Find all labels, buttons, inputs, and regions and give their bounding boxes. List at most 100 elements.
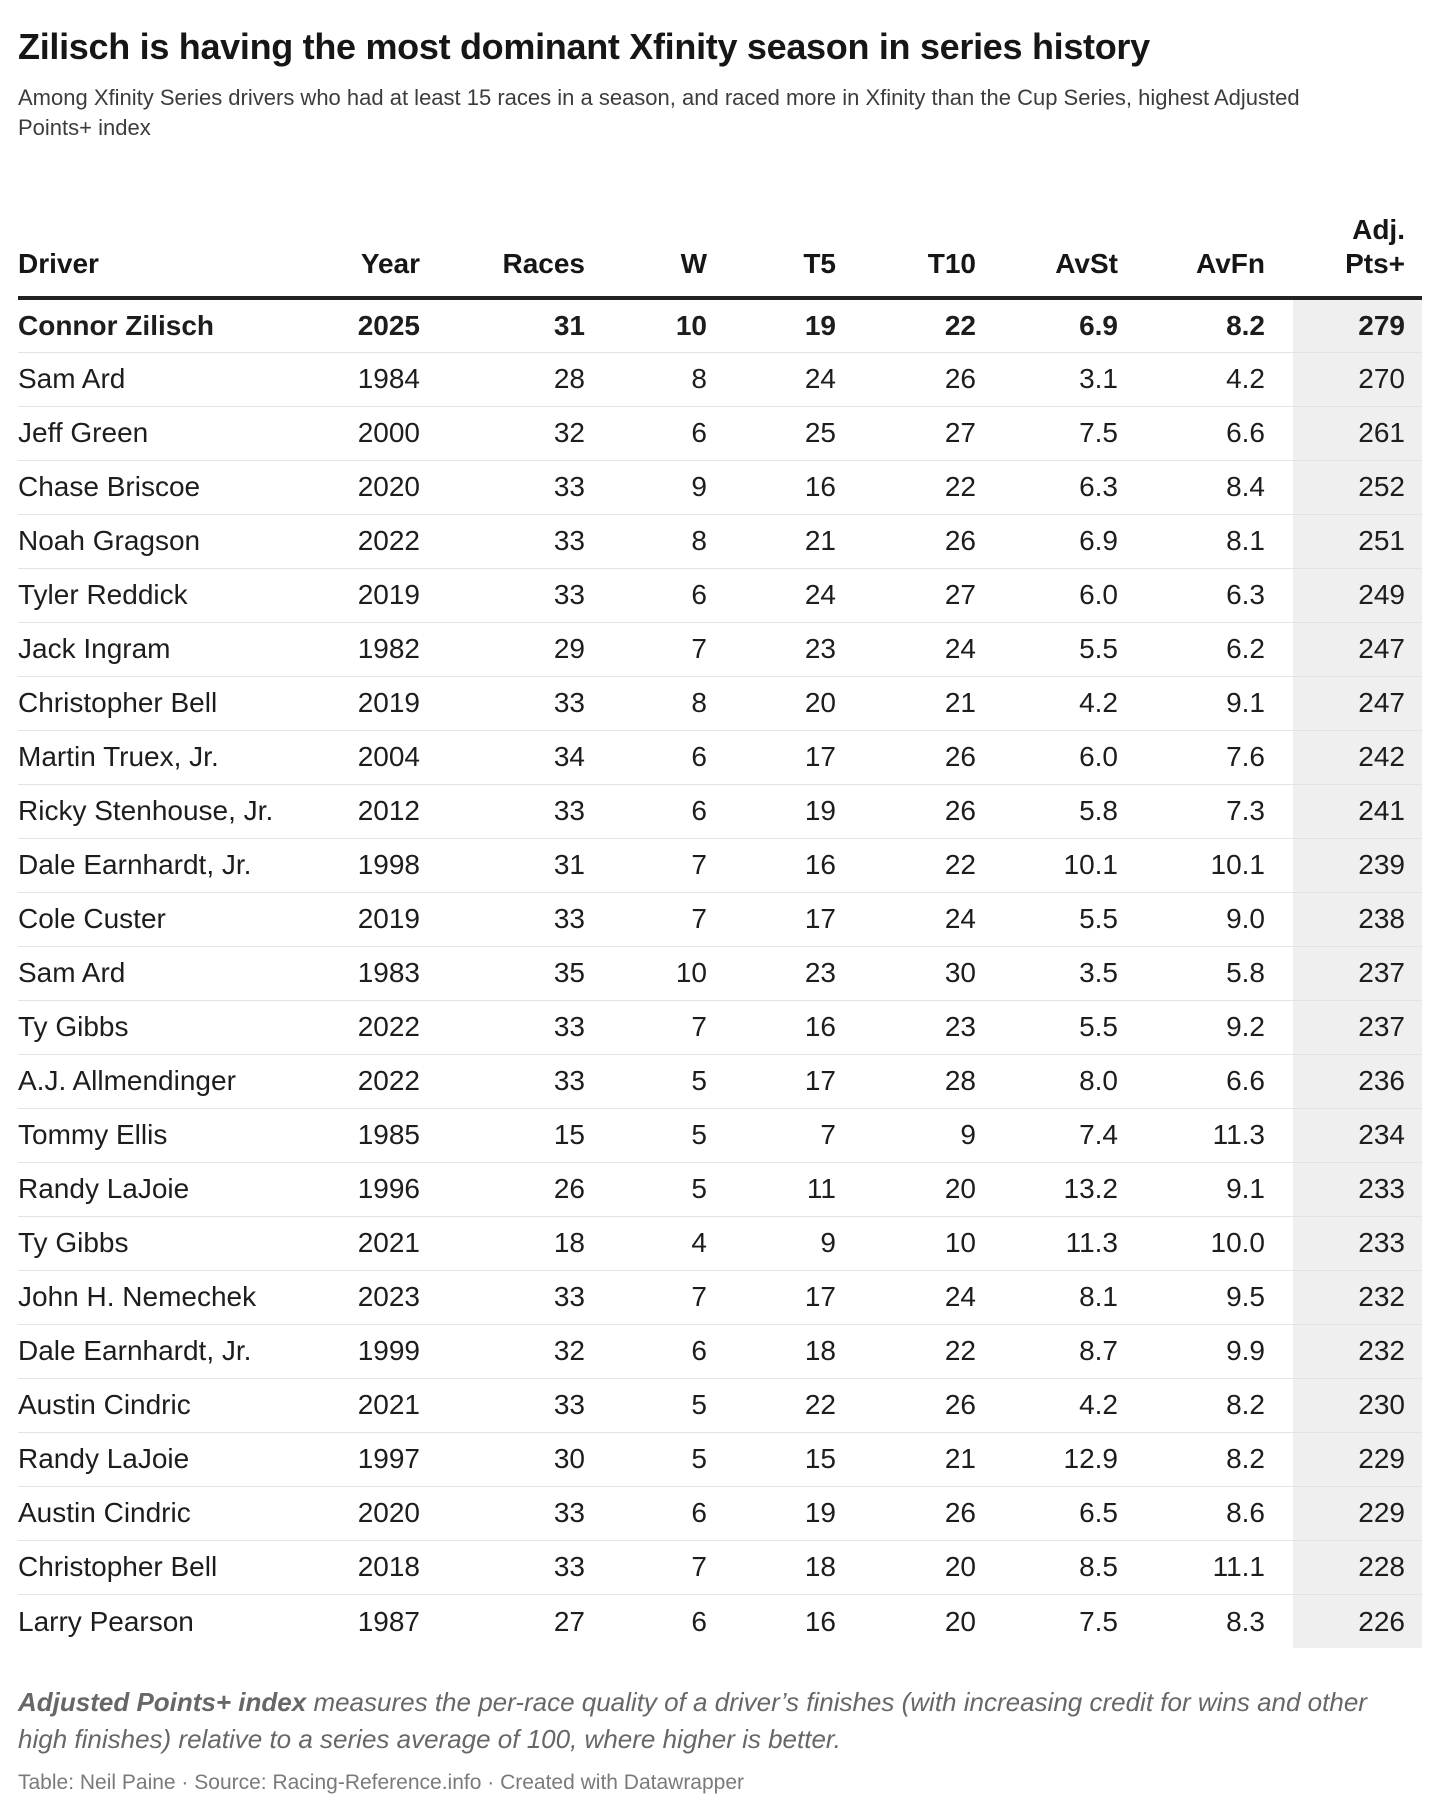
cell-avst: 6.3: [976, 459, 1118, 515]
cell-wins: 7: [585, 999, 707, 1055]
column-header-adj-line1: Adj.: [1352, 214, 1405, 246]
cell-races: 18: [420, 1215, 585, 1271]
table-row: Ty Gibbs 2021 18 4 9 10 11.3 10.0 233: [18, 1215, 1422, 1271]
cell-races: 31: [553, 310, 585, 342]
cell-top10: 22: [836, 459, 976, 515]
cell-top5: 20: [707, 675, 836, 731]
cell-wins: 5: [585, 1377, 707, 1433]
cell-wins: 6: [585, 567, 707, 623]
cell-driver: Jack Ingram: [18, 621, 298, 677]
cell-top5: 23: [707, 945, 836, 1001]
cell-races: 35: [420, 945, 585, 1001]
cell-driver: Randy LaJoie: [18, 1161, 298, 1217]
cell-races: 33: [420, 999, 585, 1055]
cell-year: 1983: [298, 945, 420, 1001]
cell-year: 2012: [298, 783, 420, 839]
cell-driver: Christopher Bell: [18, 675, 298, 731]
cell-avfn: 9.1: [1118, 1161, 1293, 1217]
cell-wins: 7: [585, 1269, 707, 1325]
cell-top10: 26: [836, 729, 976, 785]
cell-year: 2022: [298, 999, 420, 1055]
cell-adj-pts: 249: [1293, 567, 1422, 623]
column-header-top5: T5: [707, 213, 836, 301]
cell-wins: 8: [585, 513, 707, 569]
cell-wins: 7: [585, 837, 707, 893]
cell-races: 32: [420, 405, 585, 461]
cell-year: 2021: [298, 1215, 420, 1271]
cell-races: 33: [420, 459, 585, 515]
cell-top10: 10: [836, 1215, 976, 1271]
cell-year: 1997: [298, 1431, 420, 1487]
cell-avfn: 8.2: [1118, 1377, 1293, 1433]
cell-adj-pts: 251: [1293, 513, 1422, 569]
table-row: Austin Cindric 2020 33 6 19 26 6.5 8.6 229: [18, 1485, 1422, 1541]
table-row: Christopher Bell 2018 33 7 18 20 8.5 11.1 228: [18, 1539, 1422, 1595]
cell-avst: 5.5: [976, 621, 1118, 677]
cell-adj-pts: 233: [1293, 1161, 1422, 1217]
cell-top10: 30: [836, 945, 976, 1001]
footnote-text: measures the per-race quality of a drive…: [18, 1687, 1367, 1754]
table-row: Chase Briscoe 2020 33 9 16 22 6.3 8.4 252: [18, 459, 1422, 515]
cell-top5: 19: [804, 310, 836, 342]
table-row: A.J. Allmendinger 2022 33 5 17 28 8.0 6.6 236: [18, 1053, 1422, 1109]
cell-top10: 26: [836, 1377, 976, 1433]
cell-avfn: 11.1: [1118, 1539, 1293, 1595]
table-row: Ty Gibbs 2022 33 7 16 23 5.5 9.2 237: [18, 999, 1422, 1055]
stats-table: Driver Year Races W T5 T10 AvSt AvFn Adj…: [18, 213, 1422, 1649]
cell-driver: Jeff Green: [18, 405, 298, 461]
cell-year: 2020: [298, 459, 420, 515]
cell-top10: 20: [836, 1593, 976, 1649]
cell-avst: 8.7: [976, 1323, 1118, 1379]
cell-adj-pts: 238: [1293, 891, 1422, 947]
cell-avst: 4.2: [976, 675, 1118, 731]
cell-top5: 19: [707, 1485, 836, 1541]
cell-top10: 21: [836, 675, 976, 731]
cell-races: 33: [420, 1485, 585, 1541]
cell-races: 33: [420, 1377, 585, 1433]
table-row: Martin Truex, Jr. 2004 34 6 17 26 6.0 7.6 242: [18, 729, 1422, 785]
cell-driver: A.J. Allmendinger: [18, 1053, 298, 1109]
cell-year: 1984: [298, 351, 420, 407]
cell-adj-pts: 228: [1293, 1539, 1422, 1595]
cell-top10: 23: [836, 999, 976, 1055]
cell-avst: 5.5: [976, 999, 1118, 1055]
cell-races: 29: [420, 621, 585, 677]
cell-avst: 6.0: [976, 567, 1118, 623]
cell-top5: 18: [707, 1539, 836, 1595]
page-title: Zilisch is having the most dominant Xfin…: [18, 26, 1150, 67]
cell-top10: 26: [836, 783, 976, 839]
cell-avfn: 7.6: [1118, 729, 1293, 785]
cell-avfn: 9.1: [1118, 675, 1293, 731]
table-row: Larry Pearson 1987 27 6 16 20 7.5 8.3 226: [18, 1593, 1422, 1649]
cell-wins: 7: [585, 621, 707, 677]
cell-adj-pts: 226: [1293, 1593, 1422, 1649]
cell-avfn: 8.3: [1118, 1593, 1293, 1649]
cell-driver: Chase Briscoe: [18, 459, 298, 515]
cell-races: 15: [420, 1107, 585, 1163]
table-row: Randy LaJoie 1996 26 5 11 20 13.2 9.1 233: [18, 1161, 1422, 1217]
cell-wins: 10: [585, 945, 707, 1001]
cell-top5: 19: [707, 783, 836, 839]
cell-driver: Martin Truex, Jr.: [18, 729, 298, 785]
cell-avst: 7.5: [976, 405, 1118, 461]
cell-top10: 27: [836, 405, 976, 461]
cell-driver: Connor Zilisch: [18, 310, 214, 342]
cell-top10: 20: [836, 1161, 976, 1217]
cell-avfn: 7.3: [1118, 783, 1293, 839]
cell-top5: 15: [707, 1431, 836, 1487]
cell-adj-pts: 237: [1293, 945, 1422, 1001]
cell-avst: 6.9: [1079, 310, 1118, 342]
cell-avst: 7.4: [976, 1107, 1118, 1163]
cell-races: 33: [420, 1269, 585, 1325]
cell-top10: 26: [836, 513, 976, 569]
cell-wins: 6: [585, 1485, 707, 1541]
cell-adj-pts: 241: [1293, 783, 1422, 839]
cell-races: 33: [420, 1053, 585, 1109]
cell-avfn: 6.3: [1118, 567, 1293, 623]
cell-top10: 24: [836, 891, 976, 947]
table-row: Dale Earnhardt, Jr. 1999 32 6 18 22 8.7 9.9 232: [18, 1323, 1422, 1379]
cell-adj-pts: 247: [1293, 675, 1422, 731]
cell-driver: Austin Cindric: [18, 1485, 298, 1541]
cell-avfn: 8.4: [1118, 459, 1293, 515]
cell-top5: 7: [707, 1107, 836, 1163]
